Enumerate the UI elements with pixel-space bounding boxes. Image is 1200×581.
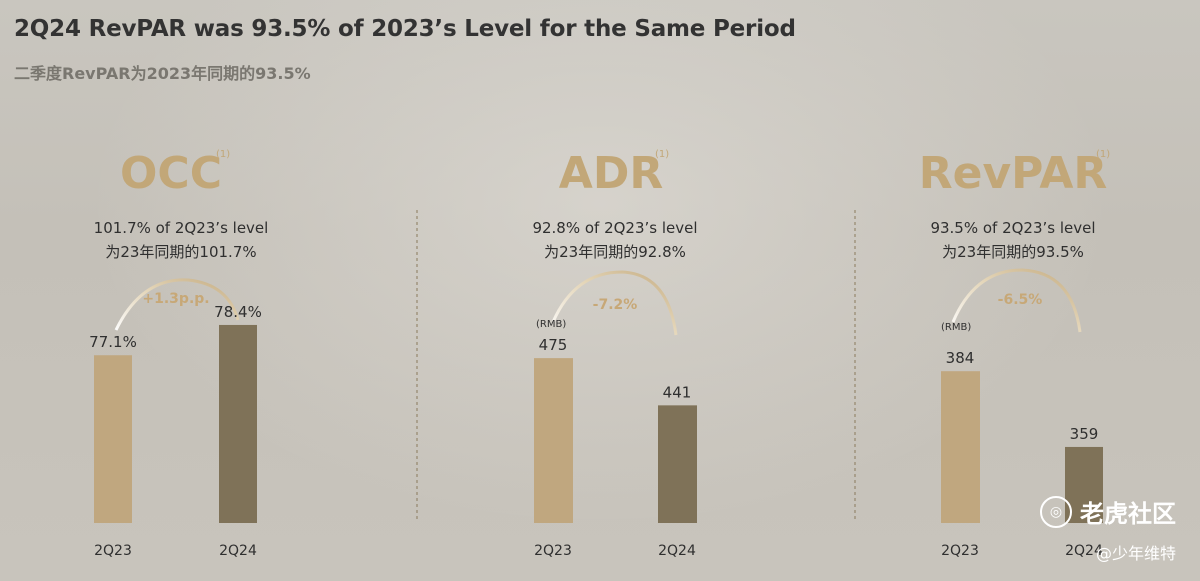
tiger-logo-icon: ◎ — [1040, 495, 1072, 528]
level-en: 101.7% of 2Q23’s level — [94, 219, 269, 237]
value-label-2q23: 475 — [539, 336, 568, 354]
value-label-2q24: 78.4% — [214, 303, 262, 321]
unit-label: (RMB) — [536, 319, 566, 330]
value-label-2q24: 359 — [1070, 425, 1099, 443]
category-label-2q23: 2Q23 — [94, 543, 132, 559]
metric-footnote: (1) — [1096, 149, 1110, 160]
category-label-2q24: 2Q24 — [219, 543, 257, 559]
page-title: 2Q24 RevPAR was 93.5% of 2023’s Level fo… — [14, 16, 796, 42]
level-en: 93.5% of 2Q23’s level — [930, 219, 1095, 237]
chart-panel-occ: OCC (1) 101.7% of 2Q23’s level 为23年同期的10… — [89, 148, 268, 559]
category-label-2q24: 2Q24 — [658, 543, 696, 559]
level-en: 92.8% of 2Q23’s level — [532, 219, 697, 237]
watermark: ◎ 老虎社区 — [1040, 494, 1176, 529]
bar-2q23 — [941, 371, 980, 523]
metric-title: OCC — [120, 148, 222, 199]
value-label-2q23: 77.1% — [89, 333, 137, 351]
page-subtitle: 二季度RevPAR为2023年同期的93.5% — [14, 64, 311, 83]
category-label-2q23: 2Q23 — [534, 543, 572, 559]
change-label: -7.2% — [593, 297, 638, 313]
metric-title: RevPAR — [919, 148, 1108, 199]
value-label-2q24: 441 — [663, 383, 692, 401]
value-label-2q23: 384 — [946, 349, 975, 367]
change-label: +1.3p.p. — [142, 291, 209, 307]
metric-footnote: (1) — [655, 149, 669, 160]
change-arc — [551, 270, 678, 336]
category-label-2q24: 2Q24 — [1065, 543, 1103, 559]
change-label: -6.5% — [998, 292, 1043, 308]
level-cn: 为23年同期的93.5% — [942, 243, 1084, 261]
change-arc — [114, 278, 240, 331]
category-label-2q23: 2Q23 — [941, 543, 979, 559]
change-arc — [951, 268, 1082, 333]
bar-2q24 — [219, 324, 257, 523]
unit-label: (RMB) — [941, 322, 971, 333]
watermark-text: 老虎社区 — [1080, 500, 1176, 528]
chart-panel-adr: ADR (1) 92.8% of 2Q23’s level 为23年同期的92.… — [532, 148, 697, 559]
level-cn: 为23年同期的101.7% — [105, 243, 256, 261]
metric-title: ADR — [559, 148, 663, 199]
watermark-credit: @少年维特 — [1095, 544, 1176, 563]
level-cn: 为23年同期的92.8% — [544, 243, 686, 261]
bar-2q24 — [658, 405, 697, 523]
bar-2q23 — [534, 358, 573, 523]
bar-2q23 — [94, 355, 132, 523]
metric-footnote: (1) — [216, 149, 230, 160]
